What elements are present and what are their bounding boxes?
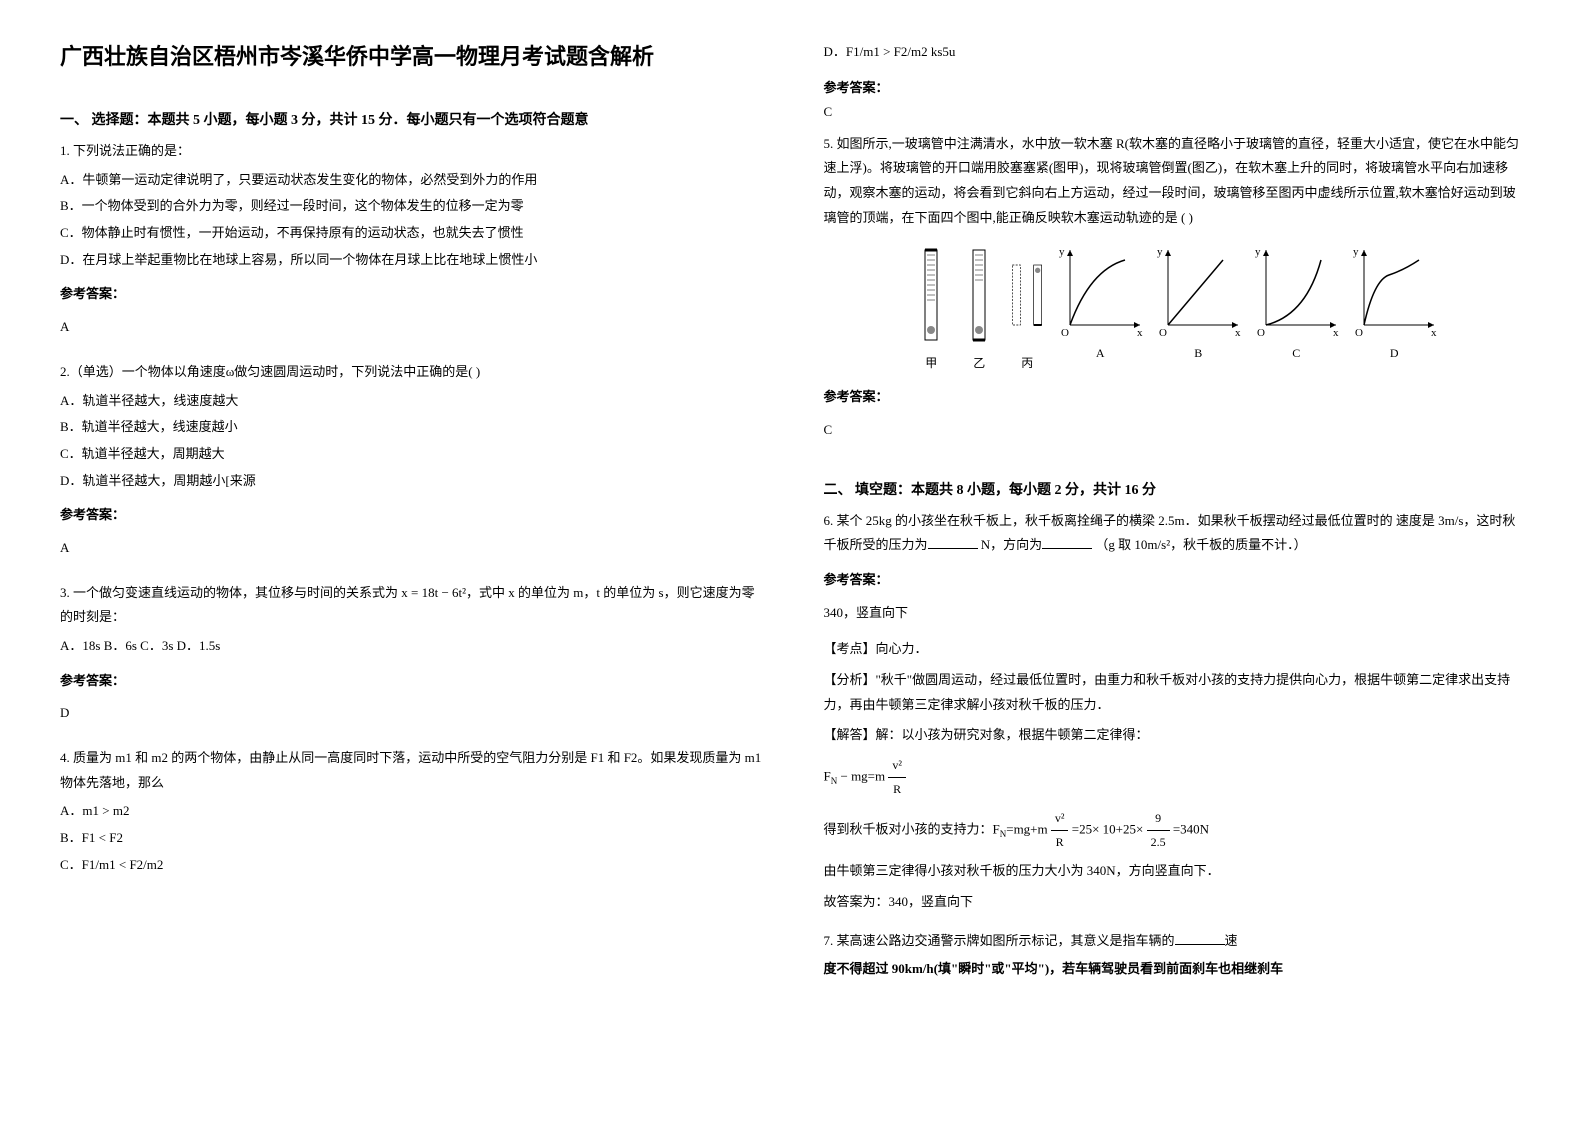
svg-text:x: x (1431, 327, 1437, 339)
label-jia: 甲 (925, 352, 937, 375)
svg-text:O: O (1257, 327, 1265, 339)
q6-t3: N，方向为 (981, 537, 1042, 552)
label-c: C (1292, 342, 1300, 365)
label-bing: 丙 (1021, 352, 1033, 375)
q2-option-a: A．轨道半径越大，线速度越大 (60, 389, 764, 414)
q6-formula1: FN − mg=m v²R (824, 754, 1528, 801)
q2-option-d: D．轨道半径越大，周期越小[来源 (60, 469, 764, 494)
q1-option-d: D．在月球上举起重物比在地球上容易，所以同一个物体在月球上比在地球上惯性小 (60, 248, 764, 273)
fraction-1: v²R (888, 754, 906, 801)
q6-jieda1: 【解答】解：以小孩为研究对象，根据牛顿第二定律得： (824, 723, 1528, 748)
blank-3 (1175, 931, 1225, 945)
q2-text: 2.（单选）一个物体以角速度ω做匀速圆周运动时，下列说法中正确的是( ) (60, 360, 764, 385)
q2-option-b: B．轨道半径越大，线速度越小 (60, 415, 764, 440)
q7-t1: 7. 某高速公路边交通警示牌如图所示标记，其意义是指车辆的 (824, 933, 1175, 948)
q1-option-b: B．一个物体受到的合外力为零，则经过一段时间，这个物体发生的位移一定为零 (60, 194, 764, 219)
q2-option-c: C．轨道半径越大，周期越大 (60, 442, 764, 467)
q1-text: 1. 下列说法正确的是： (60, 139, 764, 164)
tube-bing: 丙 (1007, 240, 1047, 375)
q6-conclusion2: 故答案为：340，竖直向下 (824, 890, 1528, 915)
q4-option-d: D．F1/m1 > F2/m2 ks5u (824, 40, 1528, 65)
svg-text:O: O (1159, 327, 1167, 339)
q4-option-b: B．F1 < F2 (60, 826, 764, 851)
q5-answer-label: 参考答案： (824, 385, 1528, 410)
graph-a: x y O A (1055, 240, 1145, 375)
svg-text:y: y (1059, 246, 1065, 258)
question-5: 5. 如图所示,一玻璃管中注满清水，水中放一软木塞 R(软木塞的直径略小于玻璃管… (824, 132, 1528, 455)
question-3: 3. 一个做匀变速直线运动的物体，其位移与时间的关系式为 x = 18t − 6… (60, 581, 764, 738)
q3-text: 3. 一个做匀变速直线运动的物体，其位移与时间的关系式为 x = 18t − 6… (60, 581, 764, 630)
label-yi: 乙 (973, 352, 985, 375)
q7-t2: 速 (1225, 933, 1238, 948)
svg-text:O: O (1061, 327, 1069, 339)
left-column: 广西壮族自治区梧州市岑溪华侨中学高一物理月考试题含解析 一、 选择题：本题共 5… (60, 40, 764, 1082)
svg-text:x: x (1137, 327, 1143, 339)
q6-answer: 340，竖直向下 (824, 601, 1528, 626)
label-b: B (1194, 342, 1202, 365)
label-d: D (1390, 342, 1399, 365)
q6-conclusion1: 由牛顿第三定律得小孩对秋千板的压力大小为 340N，方向竖直向下． (824, 859, 1528, 884)
q7-t3: 度不得超过 90km/h(填"瞬时"或"平均")，若车辆驾驶员看到前面刹车也相继… (824, 957, 1528, 982)
q6-kaodian: 【考点】向心力． (824, 637, 1528, 662)
graph-b: x y O B (1153, 240, 1243, 375)
q6-t4: （g 取 10m/s²，秋千板的质量不计．） (1095, 537, 1306, 552)
question-1: 1. 下列说法正确的是： A．牛顿第一运动定律说明了，只要运动状态发生变化的物体… (60, 139, 764, 352)
svg-text:y: y (1157, 246, 1163, 258)
q6-fenxi: 【分析】"秋千"做圆周运动，经过最低位置时，由重力和秋千板对小孩的支持力提供向心… (824, 668, 1528, 717)
fraction-3: 92.5 (1147, 807, 1170, 854)
svg-text:y: y (1255, 246, 1261, 258)
question-7: 7. 某高速公路边交通警示牌如图所示标记，其意义是指车辆的 速 度不得超过 90k… (824, 929, 1528, 986)
tube-yi: 乙 (959, 240, 999, 375)
q6-t1: 6. 某个 25kg 的小孩坐在秋千板上，秋千板离拴绳子的横梁 2.5m．如果秋… (824, 513, 1393, 528)
q3-answer-label: 参考答案： (60, 669, 764, 694)
q5-answer: C (824, 418, 1528, 443)
svg-text:x: x (1333, 327, 1339, 339)
q5-text: 5. 如图所示,一玻璃管中注满清水，水中放一软木塞 R(软木塞的直径略小于玻璃管… (824, 132, 1528, 231)
q5-diagrams: 甲 乙 (824, 240, 1528, 375)
document-title: 广西壮族自治区梧州市岑溪华侨中学高一物理月考试题含解析 (60, 40, 764, 73)
svg-text:x: x (1235, 327, 1241, 339)
question-6: 6. 某个 25kg 的小孩坐在秋千板上，秋千板离拴绳子的横梁 2.5m．如果秋… (824, 509, 1528, 921)
q2-answer: A (60, 536, 764, 561)
right-column: D．F1/m1 > F2/m2 ks5u 参考答案： C 5. 如图所示,一玻璃… (824, 40, 1528, 1082)
q1-option-a: A．牛顿第一运动定律说明了，只要运动状态发生变化的物体，必然受到外力的作用 (60, 168, 764, 193)
q1-answer-label: 参考答案： (60, 282, 764, 307)
graph-d: x y O D (1349, 240, 1439, 375)
q6-formula2: 得到秋千板对小孩的支持力：FN=mg+m v²R =25× 10+25× 92.… (824, 807, 1528, 854)
q3-answer: D (60, 701, 764, 726)
blank-2 (1042, 535, 1092, 549)
q7-text: 7. 某高速公路边交通警示牌如图所示标记，其意义是指车辆的 速 (824, 929, 1528, 954)
blank-1 (928, 535, 978, 549)
tube-jia: 甲 (911, 240, 951, 375)
q4-text: 4. 质量为 m1 和 m2 的两个物体，由静止从同一高度同时下落，运动中所受的… (60, 746, 764, 795)
question-2: 2.（单选）一个物体以角速度ω做匀速圆周运动时，下列说法中正确的是( ) A．轨… (60, 360, 764, 573)
q2-answer-label: 参考答案： (60, 503, 764, 528)
q1-option-c: C．物体静止时有惯性，一开始运动，不再保持原有的运动状态，也就失去了惯性 (60, 221, 764, 246)
graph-c: x y O C (1251, 240, 1341, 375)
q6-answer-label: 参考答案： (824, 568, 1528, 593)
svg-text:y: y (1353, 246, 1359, 258)
label-a: A (1096, 342, 1105, 365)
svg-text:O: O (1355, 327, 1363, 339)
q4-option-a: A．m1 > m2 (60, 799, 764, 824)
question-4: 4. 质量为 m1 和 m2 的两个物体，由静止从同一高度同时下落，运动中所受的… (60, 746, 764, 879)
fraction-2: v²R (1051, 807, 1069, 854)
section-1-header: 一、 选择题：本题共 5 小题，每小题 3 分，共计 15 分．每小题只有一个选… (60, 109, 764, 129)
q4-answer: C (824, 104, 1528, 120)
section-2-header: 二、 填空题：本题共 8 小题，每小题 2 分，共计 16 分 (824, 479, 1528, 499)
q1-answer: A (60, 315, 764, 340)
q3-options: A．18s B．6s C．3s D．1.5s (60, 634, 764, 659)
q4-option-c: C．F1/m1 < F2/m2 (60, 853, 764, 878)
q6-text: 6. 某个 25kg 的小孩坐在秋千板上，秋千板离拴绳子的横梁 2.5m．如果秋… (824, 509, 1528, 558)
q4-answer-label: 参考答案： (824, 77, 1528, 96)
